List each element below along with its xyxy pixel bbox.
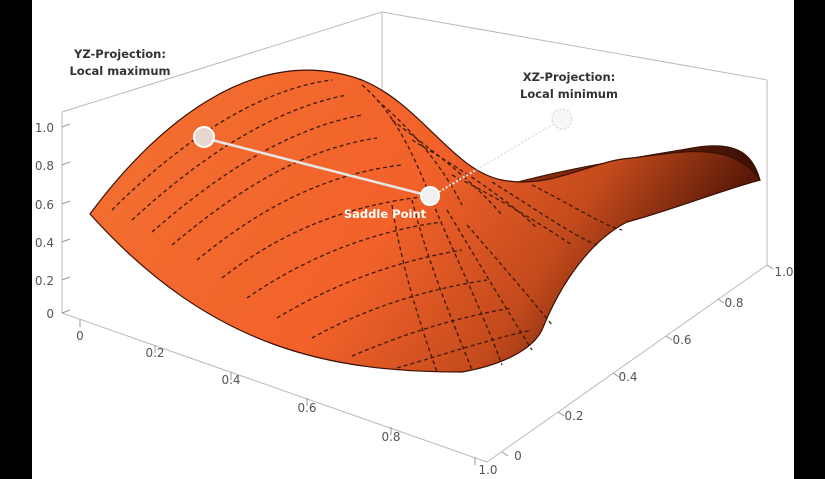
x-tick-label: 0.6: [297, 401, 316, 415]
xz-connector-line: [431, 118, 563, 197]
box-edge: [61, 11, 383, 113]
contour-line: [446, 209, 533, 351]
y-tick-label: 0.8: [724, 296, 743, 310]
surface-front: [89, 69, 761, 373]
contour-line: [411, 199, 473, 371]
xz-label-line1: XZ-Projection:: [523, 70, 615, 84]
x-tick-label: 0.4: [221, 373, 240, 387]
contour-line: [376, 99, 463, 206]
z-tick-label: 0: [46, 307, 54, 321]
box-edge: [381, 11, 768, 81]
contour-line: [411, 139, 538, 229]
contour-line: [196, 164, 403, 261]
contour-line: [491, 181, 598, 246]
contour-line: [131, 94, 348, 221]
y-tick-label: 0.4: [618, 370, 637, 384]
y-tick-label: 1.0: [774, 265, 793, 279]
yz-label-line1: YZ-Projection:: [73, 47, 166, 61]
box-edge: [486, 264, 768, 463]
contour-line: [361, 84, 431, 197]
y-tick-label: 0.6: [672, 333, 691, 347]
contour-line: [429, 195, 503, 366]
x-tick-label: 0.2: [145, 346, 164, 360]
x-tick-labels: 0 0.2 0.4 0.6 0.8 1.0: [76, 329, 497, 477]
contour-line: [311, 279, 488, 339]
plot-canvas: YZ-Projection: Local maximum XZ-Projecti…: [32, 0, 794, 479]
xz-label-line2: Local minimum: [520, 87, 618, 101]
saddle-surface-plot: YZ-Projection: Local maximum XZ-Projecti…: [35, 11, 794, 477]
z-tick-label: 1.0: [35, 121, 54, 135]
y-tick-label: 0: [514, 449, 522, 463]
contour-line: [276, 249, 463, 319]
local-maximum-marker: [193, 126, 215, 148]
y-tick-label: 0.2: [564, 409, 583, 423]
contour-line: [246, 221, 443, 299]
contour-line: [151, 114, 363, 233]
x-tick-label: 1.0: [478, 463, 497, 477]
yz-connector-line: [203, 136, 431, 198]
z-tick-label: 0.6: [35, 198, 54, 212]
y-axis: [501, 264, 774, 457]
contour-line: [396, 329, 533, 369]
contour-line: [391, 119, 503, 216]
x-tick-label: 0.8: [381, 430, 400, 444]
contour-lines: [111, 79, 623, 373]
yz-label-line2: Local maximum: [69, 64, 170, 78]
z-tick-label: 0.8: [35, 159, 54, 173]
y-tick-labels: 0 0.2 0.4 0.6 0.8 1.0: [514, 265, 793, 463]
saddle-point-label: Saddle Point: [344, 207, 427, 221]
contour-line: [391, 204, 438, 373]
contour-line: [171, 137, 378, 246]
contour-line: [466, 224, 553, 326]
local-minimum-marker: [551, 108, 573, 130]
x-axis: [79, 319, 476, 465]
contour-line: [221, 195, 431, 279]
z-tick-label: 0.2: [35, 274, 54, 288]
x-tick-label: 0: [76, 329, 84, 343]
saddle-point-marker: [420, 186, 440, 206]
z-axis: [61, 123, 71, 314]
z-tick-label: 0.4: [35, 236, 54, 250]
z-tick-labels: 0 0.2 0.4 0.6 0.8 1.0: [35, 121, 54, 321]
contour-line: [531, 184, 623, 231]
contour-line: [451, 174, 573, 246]
box-edge: [61, 312, 488, 463]
